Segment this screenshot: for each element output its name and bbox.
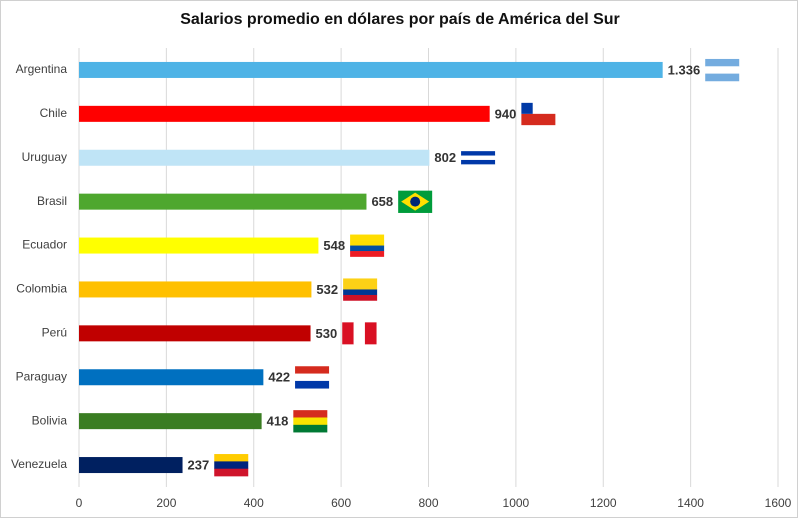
bar: [79, 149, 430, 166]
flag: [214, 454, 249, 477]
y-tick-label: Ecuador: [22, 238, 67, 252]
flag: [293, 410, 328, 433]
flag-stripe: [214, 454, 249, 462]
bar: [79, 457, 183, 474]
flag-stripe: [353, 322, 366, 345]
flag: [461, 146, 496, 170]
x-tick-label: 1000: [503, 496, 530, 510]
flag-stripe: [461, 155, 496, 161]
y-tick-label: Brasil: [37, 194, 67, 208]
flag-stripe: [295, 380, 330, 389]
flag-stripe: [343, 283, 378, 290]
value-label: 802: [434, 150, 456, 165]
flag-stripe: [350, 240, 385, 246]
flag-stripe: [295, 373, 330, 382]
y-tick-label: Perú: [42, 326, 67, 340]
flag-stripe: [214, 468, 249, 477]
value-label: 1.336: [668, 62, 701, 77]
x-tick-label: 800: [418, 496, 438, 510]
bar: [79, 237, 319, 254]
bar: [79, 413, 262, 430]
flag: [521, 102, 556, 126]
value-label: 418: [267, 414, 289, 429]
flag: [350, 234, 385, 257]
bar: [79, 193, 367, 210]
flag-stripe: [521, 102, 556, 115]
value-label: 422: [268, 370, 290, 385]
flag-stripe: [293, 417, 328, 426]
x-tick-label: 600: [331, 496, 351, 510]
x-tick-label: 400: [244, 496, 264, 510]
y-tick-label: Colombia: [16, 282, 67, 296]
flag-stripe: [342, 322, 354, 345]
value-label: 530: [316, 326, 338, 341]
flag: [295, 366, 330, 389]
bar: [79, 369, 264, 386]
flag-globe: [410, 196, 421, 207]
flag-canton: [521, 102, 533, 114]
x-tick-label: 1600: [765, 496, 792, 510]
flag-stripe: [350, 251, 385, 257]
x-tick-label: 1200: [590, 496, 617, 510]
y-tick-label: Uruguay: [22, 150, 67, 164]
x-tick-label: 200: [156, 496, 176, 510]
flag-stripe: [521, 113, 556, 126]
x-tick-label: 0: [76, 496, 83, 510]
x-tick-label: 1400: [677, 496, 704, 510]
value-label: 237: [188, 457, 210, 472]
flag-stripe: [343, 278, 378, 285]
bar: [79, 325, 311, 342]
flag-stripe: [364, 322, 377, 345]
bar: [79, 281, 312, 298]
y-tick-label: Venezuela: [11, 457, 67, 471]
flag-stripe: [705, 73, 740, 82]
bar: [79, 105, 490, 122]
flag: [342, 322, 377, 345]
value-label: 548: [323, 238, 345, 253]
value-label: 532: [316, 282, 338, 297]
flag-stripe: [705, 66, 740, 74]
flag-stripe: [461, 151, 496, 156]
flag-stripe: [293, 410, 328, 418]
flag-stripe: [350, 234, 385, 241]
flag: [343, 278, 378, 301]
flag: [705, 58, 740, 82]
flag-stripe: [293, 424, 328, 433]
flag-stripe: [214, 461, 249, 470]
value-label: 658: [371, 194, 393, 209]
flag-stripe: [343, 294, 378, 301]
y-tick-label: Chile: [40, 106, 68, 120]
flag-stripe: [295, 366, 330, 374]
flag-stripe: [461, 159, 496, 165]
flag-stripe: [461, 146, 496, 152]
y-tick-label: Paraguay: [16, 369, 67, 383]
flag-stripe: [350, 245, 385, 252]
chart-title: Salarios promedio en dólares por país de…: [180, 11, 620, 28]
flag-stripe: [705, 58, 740, 67]
value-label: 940: [495, 106, 517, 121]
flag-stripe: [343, 289, 378, 296]
flag: [398, 190, 433, 213]
y-tick-label: Bolivia: [32, 413, 68, 427]
flag-stripe: [461, 164, 496, 170]
y-tick-label: Argentina: [16, 62, 68, 76]
bar: [79, 61, 663, 78]
